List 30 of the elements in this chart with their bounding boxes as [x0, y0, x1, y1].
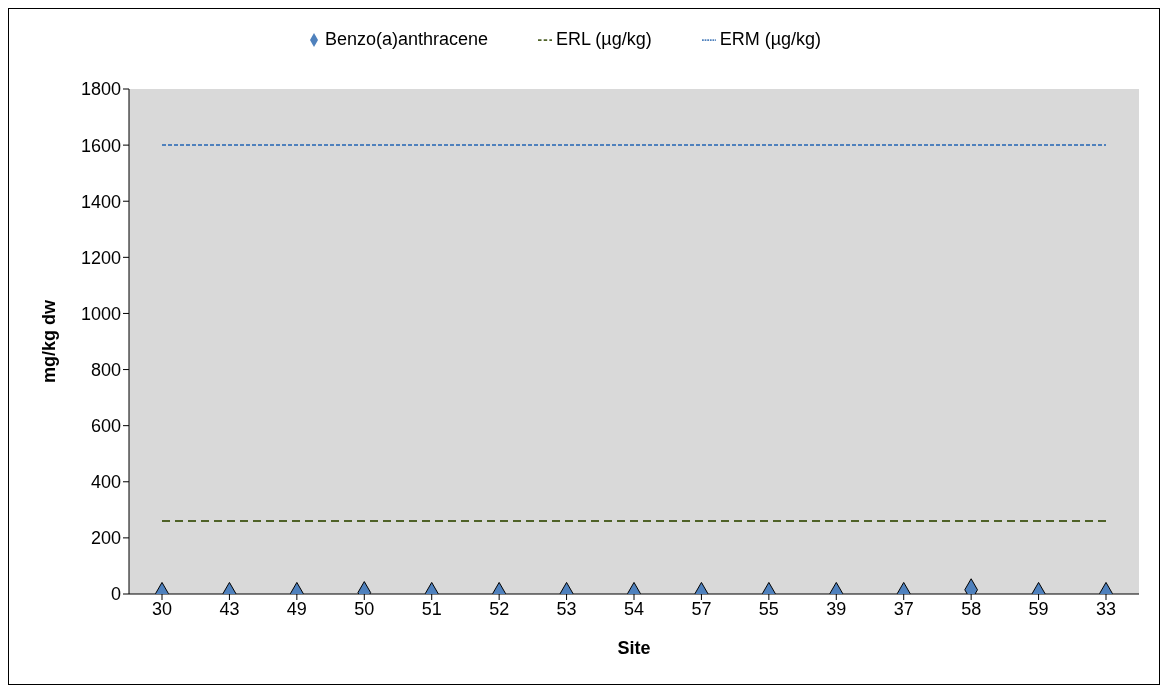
x-tick-label: 58: [961, 598, 982, 619]
y-tick-label: 1600: [80, 135, 121, 156]
legend-label: ERM (µg/kg): [719, 29, 822, 49]
x-tick-label: 39: [826, 598, 847, 619]
x-tick-label: 53: [556, 598, 577, 619]
x-tick-label: 51: [421, 598, 442, 619]
y-tick-label: 400: [90, 472, 121, 493]
x-tick-label: 55: [758, 598, 779, 619]
x-tick-label: 49: [286, 598, 307, 619]
y-tick-label: 1400: [80, 191, 121, 212]
y-tick-label: 600: [90, 416, 121, 437]
y-tick-label: 800: [90, 359, 121, 380]
x-tick-label: 37: [893, 598, 914, 619]
y-tick-label: 1200: [80, 247, 121, 268]
legend-label: ERL (µg/kg): [555, 29, 652, 49]
x-tick-label: 54: [623, 598, 645, 619]
x-tick-label: 52: [489, 598, 510, 619]
x-tick-label: 30: [151, 598, 173, 619]
x-tick-label: 59: [1028, 598, 1049, 619]
y-tick-label: 0: [110, 584, 121, 605]
y-tick-label: 1000: [80, 303, 121, 324]
x-tick-label: 50: [354, 598, 375, 619]
y-axis-title: mg/kg dw: [39, 299, 60, 384]
x-axis-title: Site: [617, 638, 651, 658]
y-tick-label: 200: [90, 528, 121, 549]
y-tick-label: 1800: [80, 79, 121, 100]
x-tick-label: 43: [219, 598, 240, 619]
legend-label: Benzo(a)anthracene: [324, 29, 488, 49]
x-tick-label: 33: [1095, 598, 1117, 619]
x-tick-label: 57: [691, 598, 712, 619]
